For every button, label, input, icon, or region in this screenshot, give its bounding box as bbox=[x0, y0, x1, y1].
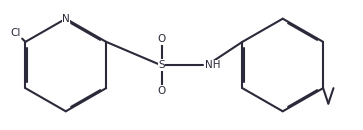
Text: O: O bbox=[158, 86, 166, 96]
Text: NH: NH bbox=[205, 60, 220, 70]
Text: N: N bbox=[62, 14, 70, 24]
Text: Cl: Cl bbox=[11, 28, 21, 38]
Text: O: O bbox=[158, 34, 166, 44]
Text: S: S bbox=[158, 60, 165, 70]
